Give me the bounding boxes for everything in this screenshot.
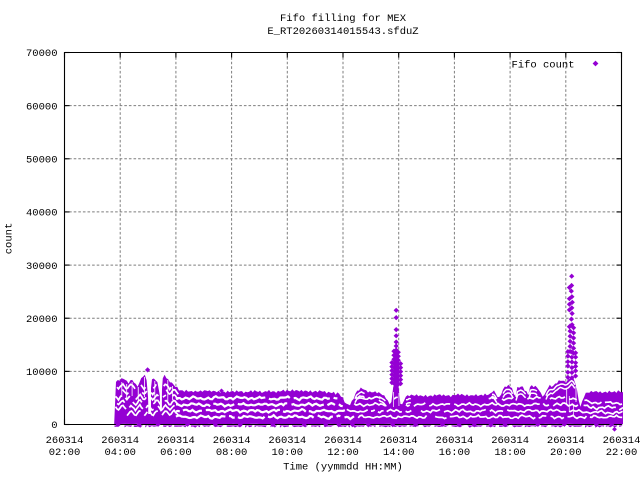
svg-text:06:00: 06:00 bbox=[160, 447, 192, 459]
svg-text:50000: 50000 bbox=[26, 155, 58, 167]
svg-text:18:00: 18:00 bbox=[494, 447, 526, 459]
svg-text:02:00: 02:00 bbox=[49, 447, 81, 459]
svg-text:260314: 260314 bbox=[380, 435, 418, 447]
svg-text:04:00: 04:00 bbox=[104, 447, 136, 459]
svg-text:14:00: 14:00 bbox=[383, 447, 415, 459]
svg-text:260314: 260314 bbox=[213, 435, 251, 447]
svg-text:40000: 40000 bbox=[26, 208, 58, 220]
svg-text:0: 0 bbox=[51, 420, 57, 432]
svg-text:260314: 260314 bbox=[268, 435, 306, 447]
svg-text:260314: 260314 bbox=[101, 435, 139, 447]
svg-text:260314: 260314 bbox=[491, 435, 529, 447]
svg-text:260314: 260314 bbox=[324, 435, 362, 447]
svg-text:count: count bbox=[4, 223, 16, 255]
svg-text:60000: 60000 bbox=[26, 101, 58, 113]
svg-text:E_RT20260314015543.sfduZ: E_RT20260314015543.sfduZ bbox=[267, 26, 418, 38]
svg-text:08:00: 08:00 bbox=[216, 447, 248, 459]
svg-text:Time (yymmdd HH:MM): Time (yymmdd HH:MM) bbox=[283, 462, 403, 474]
svg-text:Fifo count: Fifo count bbox=[511, 60, 574, 72]
svg-text:10000: 10000 bbox=[26, 367, 58, 379]
svg-text:260314: 260314 bbox=[547, 435, 585, 447]
svg-text:16:00: 16:00 bbox=[439, 447, 471, 459]
svg-text:12:00: 12:00 bbox=[327, 447, 359, 459]
svg-text:22:00: 22:00 bbox=[606, 447, 638, 459]
svg-text:30000: 30000 bbox=[26, 261, 58, 273]
svg-text:Fifo filling for MEX: Fifo filling for MEX bbox=[280, 13, 407, 25]
svg-text:20000: 20000 bbox=[26, 314, 58, 326]
svg-text:20:00: 20:00 bbox=[550, 447, 582, 459]
svg-text:260314: 260314 bbox=[157, 435, 195, 447]
svg-text:260314: 260314 bbox=[603, 435, 640, 447]
svg-text:260314: 260314 bbox=[46, 435, 84, 447]
svg-text:70000: 70000 bbox=[26, 48, 58, 60]
svg-text:260314: 260314 bbox=[435, 435, 473, 447]
svg-text:10:00: 10:00 bbox=[272, 447, 304, 459]
